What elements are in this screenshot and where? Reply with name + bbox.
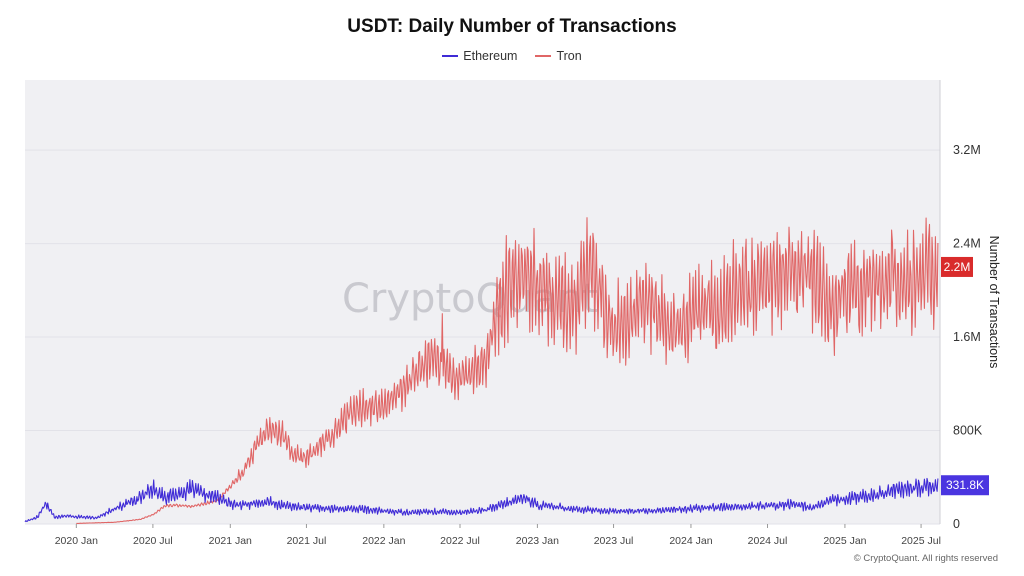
x-tick-label: 2025 Jul [901,535,941,547]
y-tick-label: 3.2M [953,143,981,157]
series-line-ethereum [24,477,939,523]
y-tick-label: 0 [953,517,960,531]
last-value-badge-ethereum: 331.8K [941,475,989,496]
chart-title: USDT: Daily Number of Transactions [347,16,677,37]
legend-swatch-ethereum [442,55,459,57]
x-tick-label: 2022 Jan [362,535,405,547]
x-tick-label: 2023 Jul [594,535,634,547]
legend-item-tron[interactable]: Tron [535,49,582,63]
y-axis: 0 800K 1.6M 2.4M 3.2M [953,143,983,531]
legend-item-ethereum[interactable]: Ethereum [442,49,517,63]
x-tick-label: 2021 Jul [287,535,327,547]
x-tick-label: 2025 Jan [823,535,866,547]
legend-label-tron: Tron [556,49,582,63]
x-axis: 2020 Jan 2020 Jul 2021 Jan 2021 Jul 2022 Jan… [55,524,941,547]
legend-swatch-tron [535,55,552,57]
x-tick-label: 2023 Jan [516,535,559,547]
gridlines [25,149,940,525]
series-layer [24,217,939,524]
y-tick-label: 800K [953,424,983,438]
y-axis-title: Number of Transactions [987,236,1001,369]
y-tick-label: 2.4M [953,237,981,251]
legend: Ethereum Tron [0,49,1024,63]
last-value-badge-tron: 2.2M [941,256,973,277]
x-tick-label: 2024 Jan [669,535,712,547]
badge-value: 2.2M [944,260,971,274]
last-value-badges: 331.8K 2.2M [941,256,989,496]
y-tick-label: 1.6M [953,330,981,344]
copyright: © CryptoQuant. All rights reserved [853,553,998,564]
x-tick-label: 2022 Jul [440,535,480,547]
x-tick-label: 2020 Jan [55,535,98,547]
x-tick-label: 2021 Jan [209,535,252,547]
badge-background [941,256,973,277]
x-tick-label: 2020 Jul [133,535,173,547]
badge-background [941,475,989,496]
legend-label-ethereum: Ethereum [463,49,518,63]
badge-value: 331.8K [946,478,984,492]
x-tick-label: 2024 Jul [748,535,788,547]
